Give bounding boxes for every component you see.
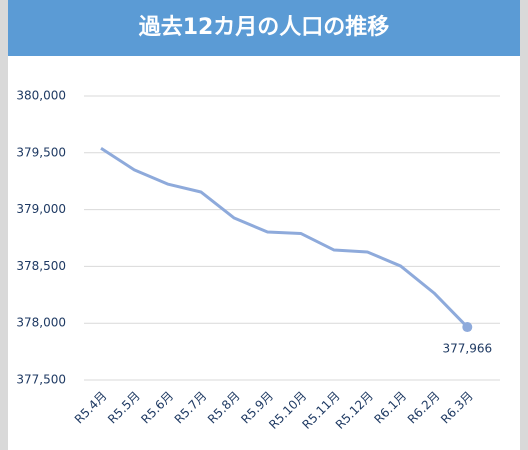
y-tick-label: 378,500 [16, 259, 66, 273]
point [462, 322, 473, 333]
chart-background [8, 0, 520, 450]
y-tick-label: 377,500 [16, 373, 66, 387]
y-tick-label: 380,000 [16, 89, 66, 103]
chart-title: 過去12カ月の人口の推移 [139, 14, 390, 40]
data-label: 377,966 [442, 342, 492, 356]
y-tick-label: 378,000 [16, 316, 66, 330]
title-bar [8, 0, 520, 56]
y-tick-label: 379,000 [16, 202, 66, 216]
line [100, 146, 469, 329]
y-tick-label: 379,500 [16, 145, 66, 159]
